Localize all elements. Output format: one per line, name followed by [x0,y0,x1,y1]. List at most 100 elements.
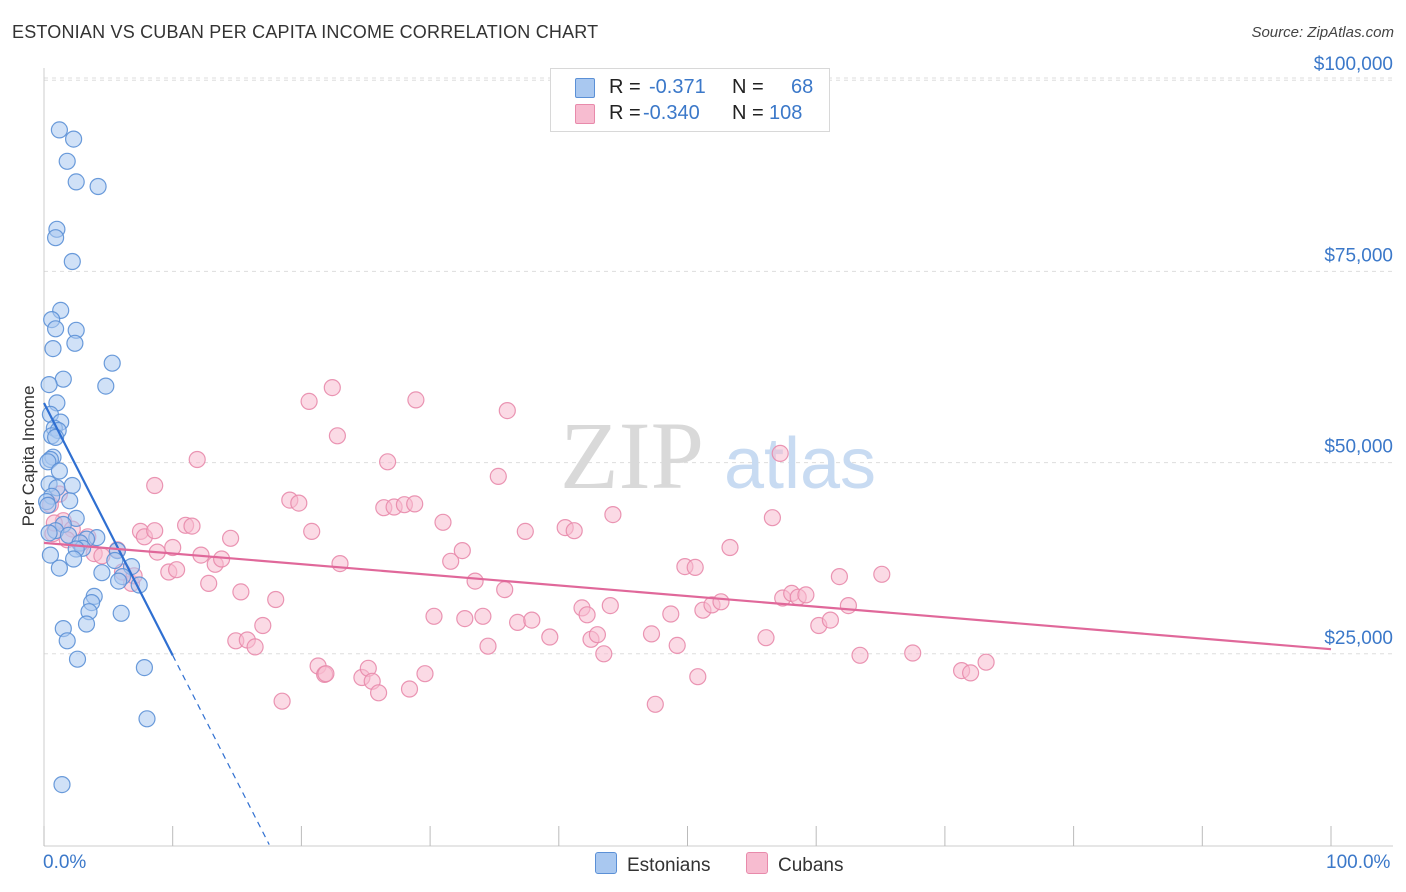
y-tick-label: $50,000 [1324,437,1393,458]
r-label: R = [609,102,641,124]
estonian-trend-line [43,402,174,656]
n-label: N = [732,102,764,124]
estonian-point [46,229,65,247]
cuban-point [183,517,201,535]
cuban-point [904,644,922,662]
cuban-point [541,628,559,646]
cuban-point [474,607,492,625]
cuban-point [331,554,349,573]
estonian-point [50,559,69,577]
watermark-atlas: atlas [724,424,876,504]
estonian-point [97,377,115,395]
cuban-point [200,574,218,593]
watermark-zip: ZIP [560,402,704,509]
estonian-swatch [575,78,595,98]
axes [43,68,1393,847]
cuban-point [662,605,680,623]
stats-legend: R = -0.371 N = 68 R = -0.340 N = 108 [550,68,830,132]
estonian-point [89,177,107,196]
cuban-point [453,541,471,560]
n-value: 108 [769,102,803,124]
cuban-point [763,509,782,527]
legend-item-estonians: Estonians [595,852,710,877]
cuban-point [851,646,869,664]
estonian-point [93,564,111,582]
estonian-point [41,546,60,564]
cuban-point [489,467,507,485]
cuban-point [164,538,182,557]
cuban-trend-line [43,541,1332,651]
cuban-point [565,522,583,540]
cuban-point [686,558,704,577]
cuban-point [425,607,443,625]
cuban-point [254,616,272,635]
cuban-point [821,611,840,629]
cuban-point [496,580,514,599]
cuban-point [416,665,434,683]
cuban-legend-label: Cubans [778,855,844,876]
cuban-point [642,625,661,643]
cuban-swatch [575,104,595,124]
estonian-point [58,152,76,170]
cuban-point [328,427,346,445]
estonian-point [103,354,121,372]
cuban-point [146,476,164,495]
cuban-point [588,626,607,644]
cuban-point [757,629,775,647]
cuban-point [797,586,815,604]
watermark: ZIP atlas [560,402,876,509]
estonian-trend-extension [172,655,270,845]
cuban-point [977,653,995,671]
gridlines [44,77,1393,655]
estonian-point [77,615,96,633]
estonian-point [39,453,57,471]
cuban-point [456,609,474,628]
estonian-legend-swatch [595,852,617,874]
chart-title: ESTONIAN VS CUBAN PER CAPITA INCOME CORR… [12,22,599,42]
n-label: N = [732,76,764,98]
y-axis-label: Per Capita Income [19,386,38,527]
legend-item-cubans: Cubans [746,852,844,877]
estonian-point [106,551,124,570]
cuban-point [400,680,419,698]
cuban-point [479,637,497,655]
cuban-point [689,668,707,686]
estonian-point [63,476,81,495]
estonian-point [63,252,81,271]
cuban-point [721,538,739,557]
cuban-point [168,561,186,579]
x-min-label: 0.0% [43,852,87,873]
cuban-point [290,494,308,512]
estonian-point [135,658,153,677]
estonian-points [37,121,156,794]
estonian-point [58,632,76,650]
cuban-point [712,593,730,611]
estonian-point [40,524,58,542]
cuban-point [646,695,664,713]
cuban-point [232,583,250,601]
r-value: -0.340 [643,102,700,124]
estonian-point [66,334,84,352]
cuban-point [595,645,613,663]
cuban-point [273,692,291,710]
estonian-point [50,462,69,480]
estonian-point [67,173,85,191]
cuban-point [434,513,452,531]
estonian-point [54,370,72,388]
estonian-point [44,340,62,358]
cuban-point [498,402,516,420]
cuban-point [601,596,619,615]
estonian-point [61,492,79,510]
estonian-point [138,710,156,728]
y-tick-labels: $25,000 $50,000 $75,000 $100,000 [1314,54,1393,649]
cuban-point [830,567,849,586]
cuban-point [466,572,484,590]
estonian-point [53,775,71,794]
cuban-point [317,665,335,683]
estonian-point [39,496,57,514]
cuban-point [771,444,789,462]
r-value: -0.371 [649,76,706,98]
x-max-label: 100.0% [1326,852,1391,873]
estonian-point [112,604,130,622]
